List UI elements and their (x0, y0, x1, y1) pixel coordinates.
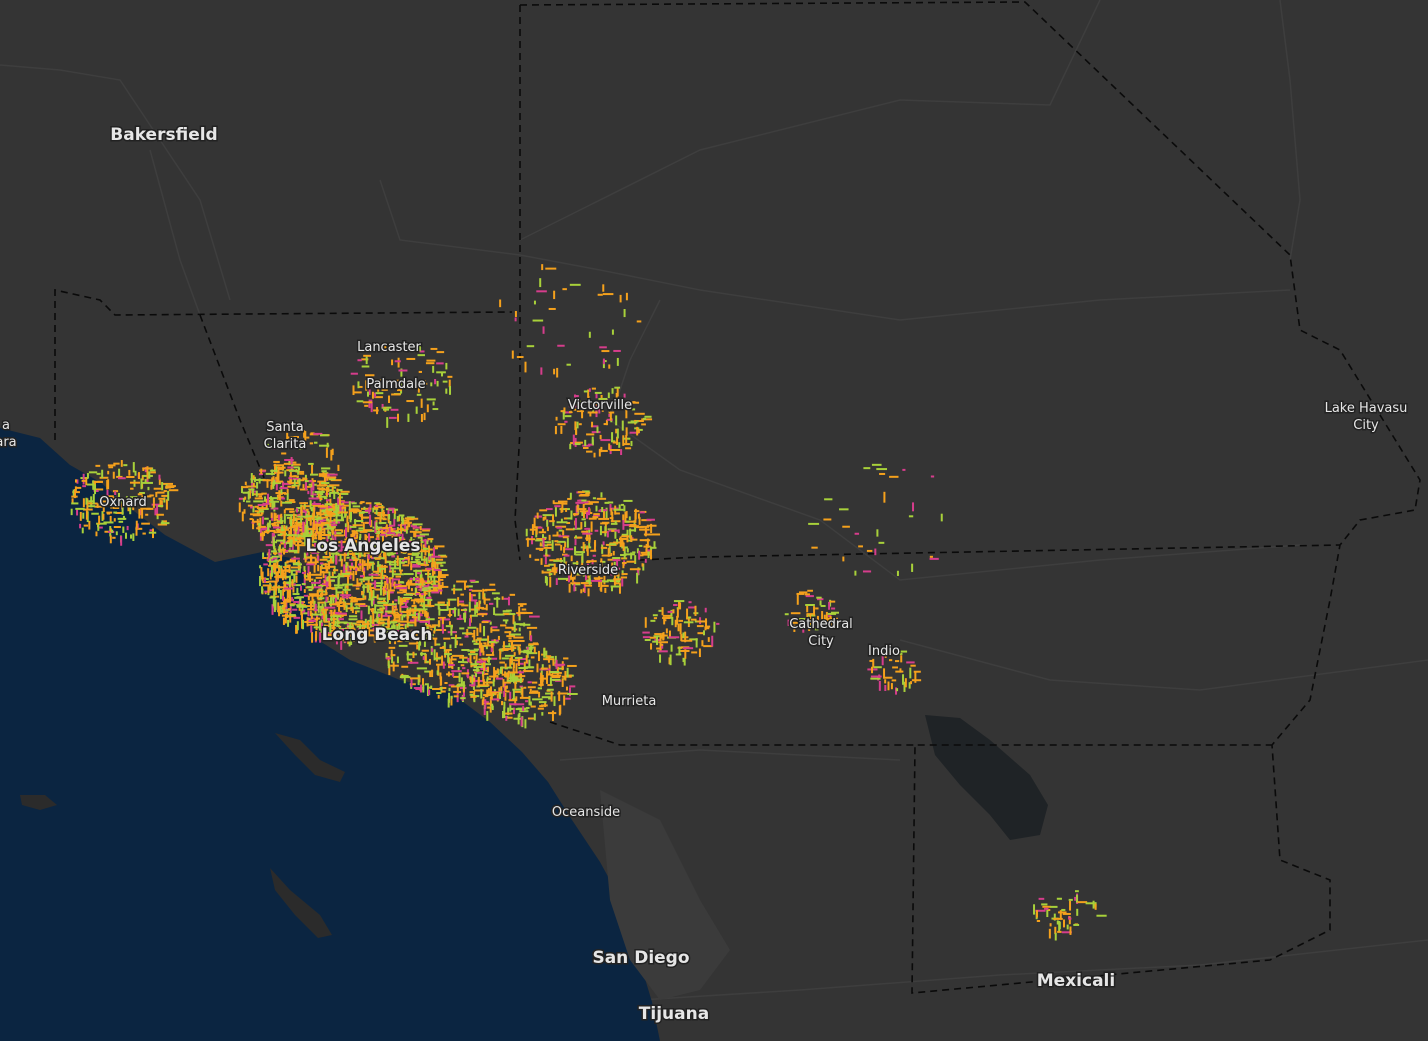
island (275, 733, 345, 782)
road (609, 299, 1301, 581)
city-label: Santa Clarita (264, 420, 307, 452)
city-label: Oceanside (552, 805, 620, 820)
city-label: Long Beach (322, 625, 433, 645)
road (0, 64, 231, 301)
city-label-line: Palmdale (366, 377, 425, 392)
city-label-line: Los Angeles (306, 536, 421, 556)
city-label: Los Angeles (306, 536, 421, 556)
city-label: Lake Havasu City (1325, 401, 1408, 433)
city-label-line: Oceanside (552, 805, 620, 820)
island (270, 868, 332, 938)
salton-sea (925, 715, 1048, 840)
city-label: a ara (0, 418, 17, 450)
boundary (639, 544, 1341, 561)
city-label: Victorville (568, 398, 632, 413)
city-label-line: Tijuana (639, 1004, 709, 1024)
city-label: Indio (868, 644, 900, 659)
city-label-line: a (2, 418, 10, 433)
city-label-line: Long Beach (322, 625, 433, 645)
boundary (199, 314, 266, 481)
road (519, 0, 1101, 241)
city-label-line: Lancaster (357, 340, 421, 355)
city-label-line: Clarita (264, 437, 307, 452)
city-label: San Diego (592, 948, 689, 968)
city-label-line: Riverside (558, 563, 618, 578)
city-label-line: Indio (868, 644, 900, 659)
city-label-line: Santa (266, 420, 304, 435)
road (559, 749, 901, 761)
city-label: Bakersfield (110, 125, 217, 145)
city-label-line: Bakersfield (110, 125, 217, 145)
city-label-line: Lake Havasu (1325, 401, 1408, 416)
city-label-line: Murrieta (602, 694, 657, 709)
roads (0, 0, 1428, 1000)
ocean (0, 428, 660, 1041)
city-label-line: Cathedral (789, 617, 853, 632)
city-label-line: San Diego (592, 948, 689, 968)
city-label: Cathedral City (789, 617, 853, 649)
island (20, 795, 57, 810)
city-label-line: Victorville (568, 398, 632, 413)
road (1279, 0, 1301, 261)
boundaries (54, 1, 1421, 994)
city-label: Lancaster (357, 340, 421, 355)
boundary (549, 721, 915, 746)
boundary (519, 1, 1421, 994)
city-label: Oxnard (99, 495, 147, 510)
city-label: Murrieta (602, 694, 657, 709)
city-label: Mexicali (1037, 971, 1115, 991)
boundary (514, 5, 521, 561)
urban-area (600, 790, 730, 1000)
city-label-line: City (808, 634, 834, 649)
road (899, 639, 1428, 691)
road (379, 179, 1291, 321)
city-label: Riverside (558, 563, 618, 578)
road (149, 149, 201, 316)
city-label: Palmdale (366, 377, 425, 392)
city-label-line: Oxnard (99, 495, 147, 510)
boundary (54, 289, 513, 440)
city-label-line: City (1353, 418, 1379, 433)
city-label: Tijuana (639, 1004, 709, 1024)
city-labels: Bakersfield Lancaster Palmdale Santa Clarita… (0, 124, 1409, 1026)
city-label-line: ara (0, 435, 17, 450)
city-label-line: Mexicali (1037, 971, 1115, 991)
traffic-segments (70, 264, 1107, 941)
